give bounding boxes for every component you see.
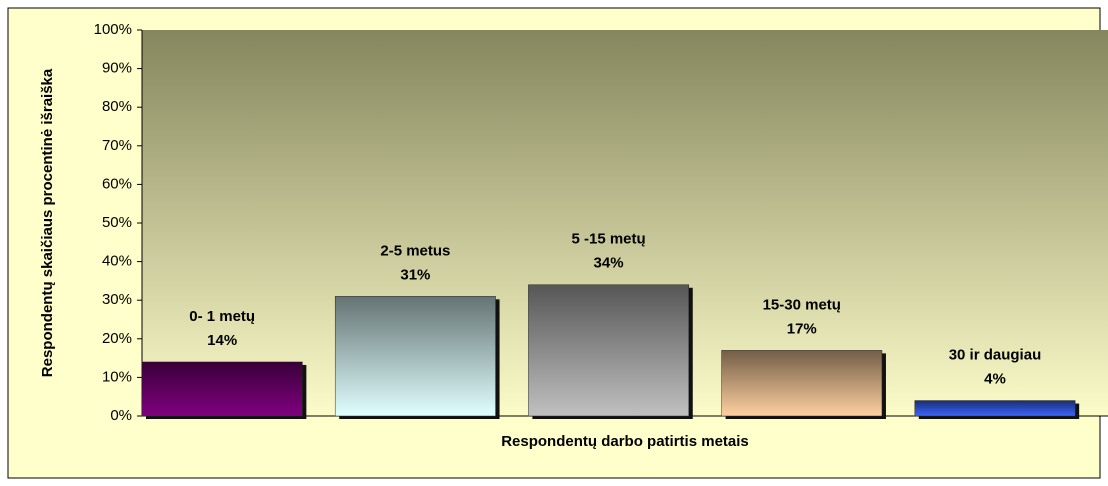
value-label: 14%	[207, 332, 237, 349]
category-label: 2-5 metus	[380, 242, 450, 259]
y-tick-label: 10%	[102, 368, 132, 385]
y-tick-label: 30%	[102, 291, 132, 308]
y-tick-label: 40%	[102, 253, 132, 270]
value-label: 31%	[400, 266, 430, 283]
y-tick-label: 0%	[110, 407, 132, 424]
category-label: 30 ir daugiau	[949, 347, 1042, 364]
value-label: 17%	[787, 320, 817, 337]
x-axis-label: Respondentų darbo patirtis metais	[501, 433, 749, 450]
y-tick-label: 50%	[102, 214, 132, 231]
bar-shade	[721, 350, 882, 416]
bar-shade	[914, 400, 1076, 416]
value-label: 34%	[594, 255, 624, 272]
y-tick-label: 90%	[102, 60, 132, 77]
y-tick-label: 80%	[102, 98, 132, 115]
bar-shade	[335, 296, 496, 416]
category-label: 5 -15 metų	[571, 231, 645, 248]
bar-shade	[528, 284, 689, 416]
value-label: 4%	[984, 371, 1006, 388]
y-tick-label: 20%	[102, 330, 132, 347]
y-tick-label: 100%	[94, 21, 132, 38]
category-label: 0- 1 metų	[189, 308, 255, 325]
y-tick-label: 60%	[102, 175, 132, 192]
y-tick-label: 70%	[102, 137, 132, 154]
bar-shade	[142, 361, 303, 416]
y-axis-label: Respondentų skaičiaus procentinė išraišk…	[39, 68, 56, 377]
category-label: 15-30 metų	[763, 296, 841, 313]
